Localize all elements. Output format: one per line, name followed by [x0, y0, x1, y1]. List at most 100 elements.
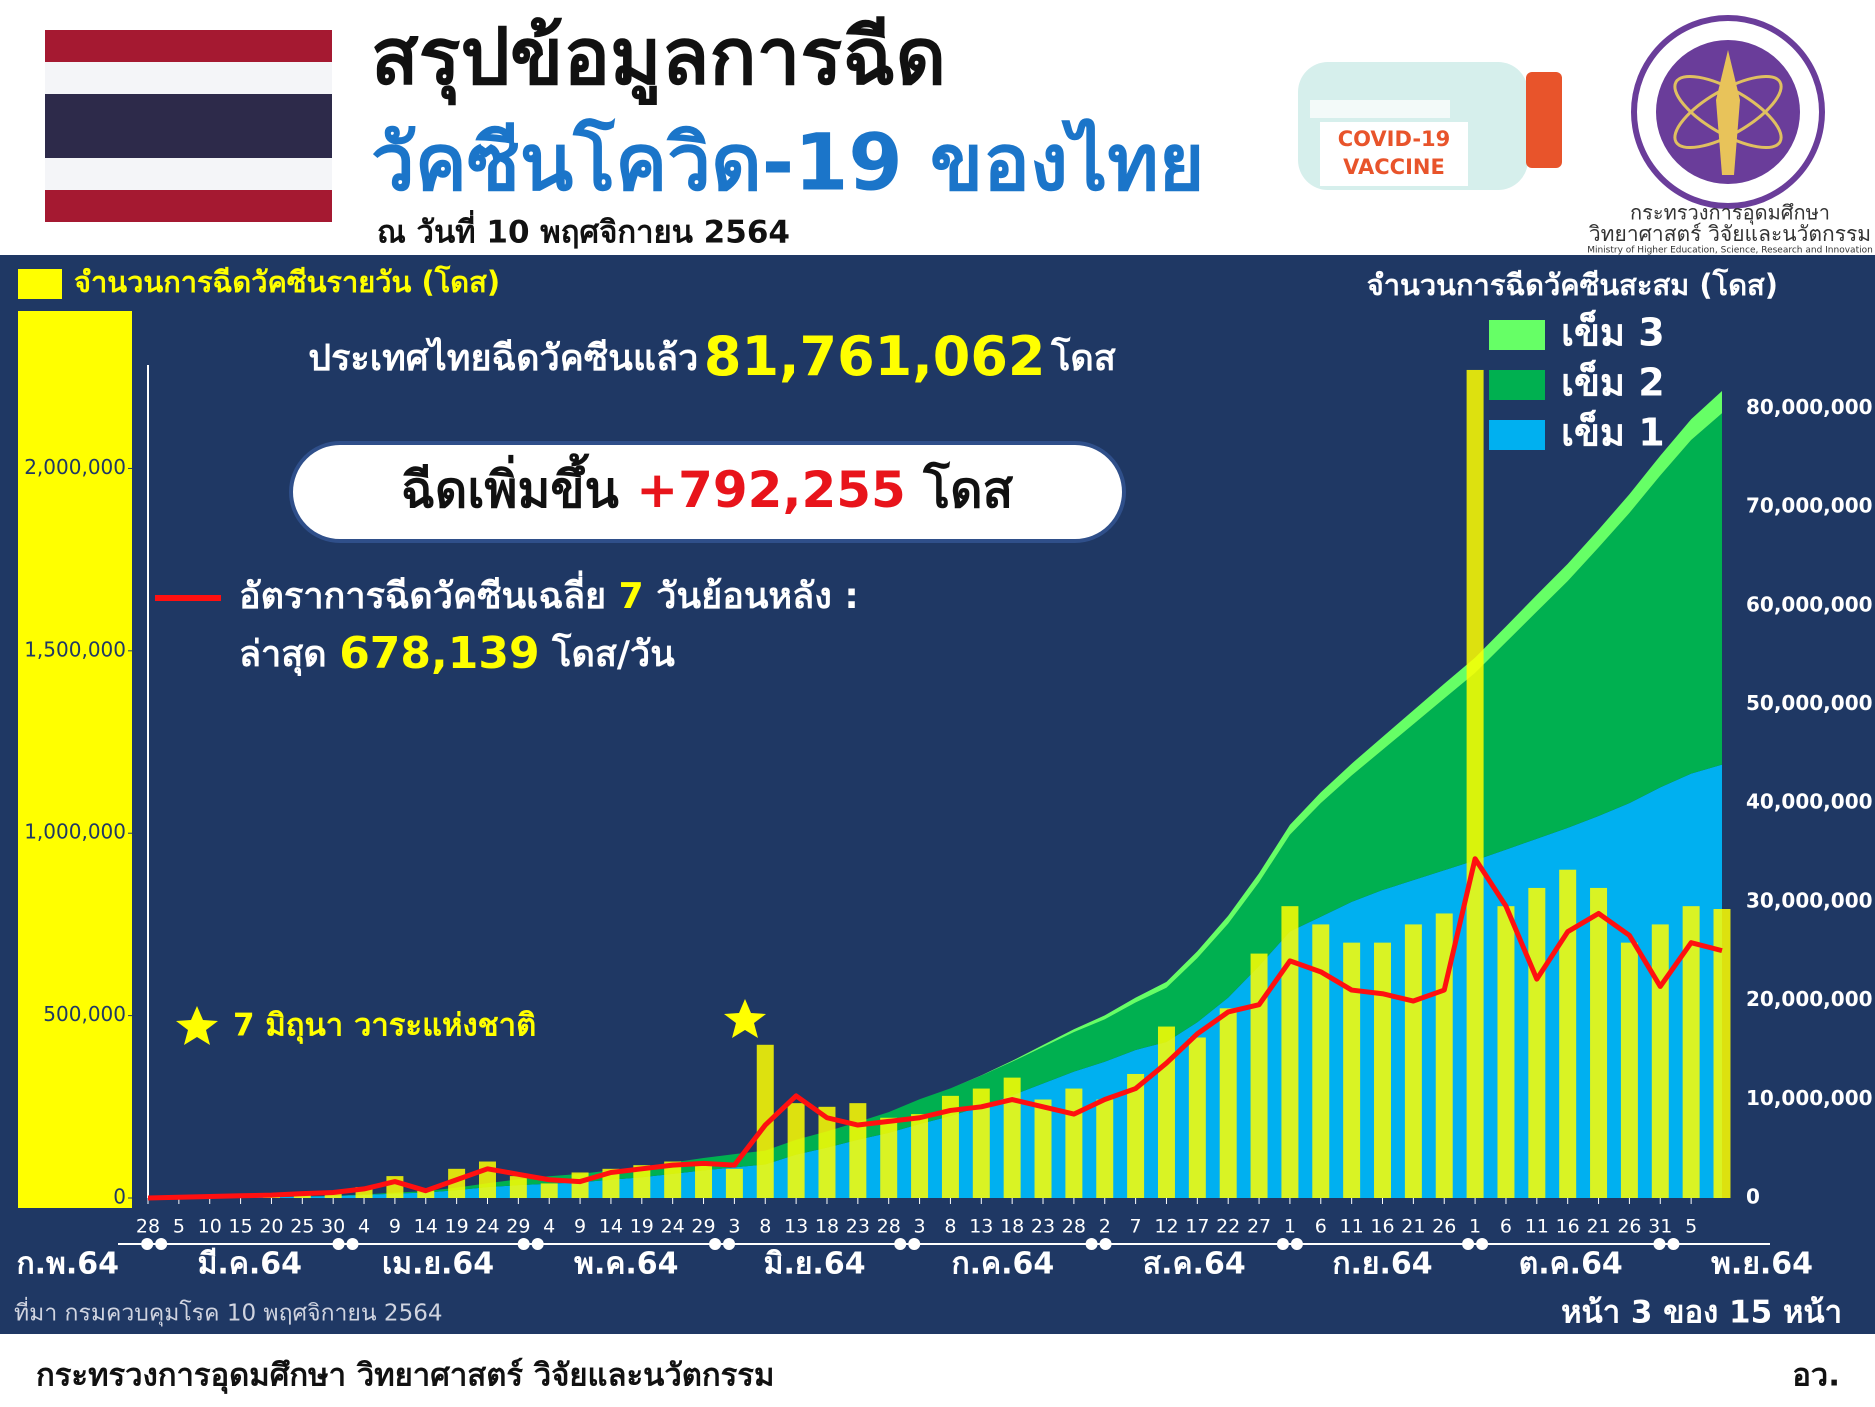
x-tick-label: 18: [1000, 1216, 1024, 1238]
y2-tick-label: 0: [1746, 1185, 1760, 1209]
month-boundary: [332, 1238, 345, 1250]
month-boundary: [1667, 1238, 1680, 1250]
y2-tick-label: 50,000,000: [1746, 691, 1873, 715]
daily-bar: [664, 1161, 682, 1198]
x-tick-label: 30: [321, 1216, 345, 1238]
month-label: ต.ค.64: [1519, 1247, 1623, 1282]
daily-bar: [1312, 924, 1330, 1198]
y2-tick-label: 20,000,000: [1746, 987, 1873, 1011]
daily-bar: [941, 1095, 959, 1198]
x-tick-label: 19: [445, 1216, 469, 1238]
legend-label: เข็ม 1: [1561, 410, 1665, 455]
legend-label: เข็ม 2: [1561, 360, 1665, 405]
footer-abbr: อว.: [1792, 1358, 1840, 1394]
daily-bar: [1343, 942, 1361, 1198]
flag-stripe: [45, 30, 332, 62]
daily-bar: [725, 1168, 743, 1198]
x-tick-label: 25: [290, 1216, 314, 1238]
legend-label: เข็ม 3: [1561, 310, 1665, 355]
x-tick-label: 2: [1099, 1216, 1111, 1238]
daily-bar: [787, 1103, 805, 1198]
x-tick-label: 24: [475, 1216, 499, 1238]
footer-ministry: กระทรวงการอุดมศึกษา วิทยาศาสตร์ วิจัยและ…: [36, 1358, 774, 1395]
flag-stripe: [45, 190, 332, 222]
month-label: ก.พ.64: [17, 1247, 119, 1282]
total-prefix: ประเทศไทยฉีดวัคซีนแล้ว: [308, 336, 698, 379]
month-boundary: [1462, 1238, 1475, 1250]
vial-label: [1320, 122, 1468, 186]
annotation: 7 มิถุนา วาระแห่งชาติ: [233, 1008, 536, 1045]
vaccine-text: COVID-19: [1338, 127, 1451, 151]
x-tick-label: 14: [414, 1216, 438, 1238]
x-tick-label: 8: [944, 1216, 956, 1238]
thai-flag: [45, 30, 332, 222]
x-tick-label: 13: [784, 1216, 808, 1238]
legend-swatch: [1489, 320, 1545, 350]
title-line2: วัคซีนโควิด-19 ของไทย: [371, 116, 1204, 208]
y2-tick-label: 70,000,000: [1746, 494, 1873, 518]
x-tick-label: 23: [846, 1216, 870, 1238]
vial-shine: [1310, 100, 1450, 118]
x-tick-label: 8: [759, 1216, 771, 1238]
x-tick-label: 3: [728, 1216, 740, 1238]
daily-bar: [880, 1117, 898, 1198]
month-boundary: [141, 1238, 154, 1250]
x-tick-label: 15: [228, 1216, 252, 1238]
flag-stripe: [45, 62, 332, 94]
x-tick-label: 21: [1586, 1216, 1610, 1238]
average-note: อัตราการฉีดวัคซีนเฉลี่ย 7 วันย้อนหลัง :: [239, 570, 859, 617]
logo-orbit: [1673, 74, 1783, 150]
daily-bar: [1281, 906, 1299, 1198]
daily-bar: [1651, 924, 1669, 1198]
x-tick-label: 27: [1247, 1216, 1271, 1238]
month-boundary: [346, 1238, 359, 1250]
y-tick-label: 0: [113, 1185, 126, 1209]
x-tick-label: 23: [1031, 1216, 1055, 1238]
daily-bar: [355, 1187, 373, 1198]
daily-bar: [849, 1103, 867, 1198]
y2-tick-label: 80,000,000: [1746, 395, 1873, 419]
daily-bar: [1682, 906, 1700, 1198]
month-label: ก.ย.64: [1332, 1247, 1432, 1282]
plot: 0 500,000 1,000,000 1,500,000 2,000,000 0 10,0…: [17, 310, 1873, 1282]
month-label: มิ.ย.64: [764, 1247, 866, 1282]
month-label: เม.ย.64: [382, 1247, 494, 1282]
daily-bar: [818, 1106, 836, 1198]
ministry-name: กระทรวงการอุดมศึกษา: [1630, 201, 1830, 226]
average-latest: ล่าสุด 678,139 โดส/วัน: [239, 628, 675, 679]
x-tick-label: 6: [1315, 1216, 1327, 1238]
y-tick-label: 1,500,000: [24, 637, 126, 661]
vaccine-icon: COVID-19 VACCINE: [1298, 62, 1562, 190]
title-line1: สรุปข้อมูลการฉีด: [371, 12, 946, 105]
daily-bar: [1096, 1099, 1114, 1198]
total-unit: โดส: [1050, 336, 1116, 379]
increase-value: +792,255: [636, 461, 906, 519]
month-label: มี.ค.64: [198, 1247, 302, 1282]
page-number: หน้า 3 ของ 15 หน้า: [1561, 1295, 1842, 1331]
x-tick-label: 18: [815, 1216, 839, 1238]
source: ที่มา กรมควบคุมโรค 10 พฤศจิกายน 2564: [14, 1297, 442, 1327]
y2-tick-label: 30,000,000: [1746, 888, 1873, 912]
x-tick-label: 1: [1284, 1216, 1296, 1238]
x-tick-label: 4: [543, 1216, 555, 1238]
cumulative-area: [148, 413, 1722, 1199]
x-tick-label: 22: [1216, 1216, 1240, 1238]
month-label: ก.ค.64: [952, 1247, 1055, 1282]
month-boundary: [894, 1238, 907, 1250]
average-prefix: อัตราการฉีดวัคซีนเฉลี่ย: [239, 570, 606, 617]
ministry-logo: [1631, 15, 1825, 209]
y-tick-label: 2,000,000: [24, 455, 126, 479]
y2-tick-label: 60,000,000: [1746, 592, 1873, 616]
daily-bar: [972, 1088, 990, 1198]
left-axis-band: [18, 311, 132, 1208]
daily-bar: [1003, 1077, 1021, 1198]
x-tick-label: 26: [1432, 1216, 1456, 1238]
daily-bar: [1590, 887, 1608, 1198]
x-tick-label: 5: [1685, 1216, 1697, 1238]
x-tick-label: 4: [358, 1216, 370, 1238]
month-boundary: [1476, 1238, 1489, 1250]
daily-bar: [1034, 1099, 1052, 1198]
average-line: [147, 856, 1723, 1201]
month-label: พ.ค.64: [574, 1247, 678, 1282]
x-tick-label: 29: [691, 1216, 715, 1238]
